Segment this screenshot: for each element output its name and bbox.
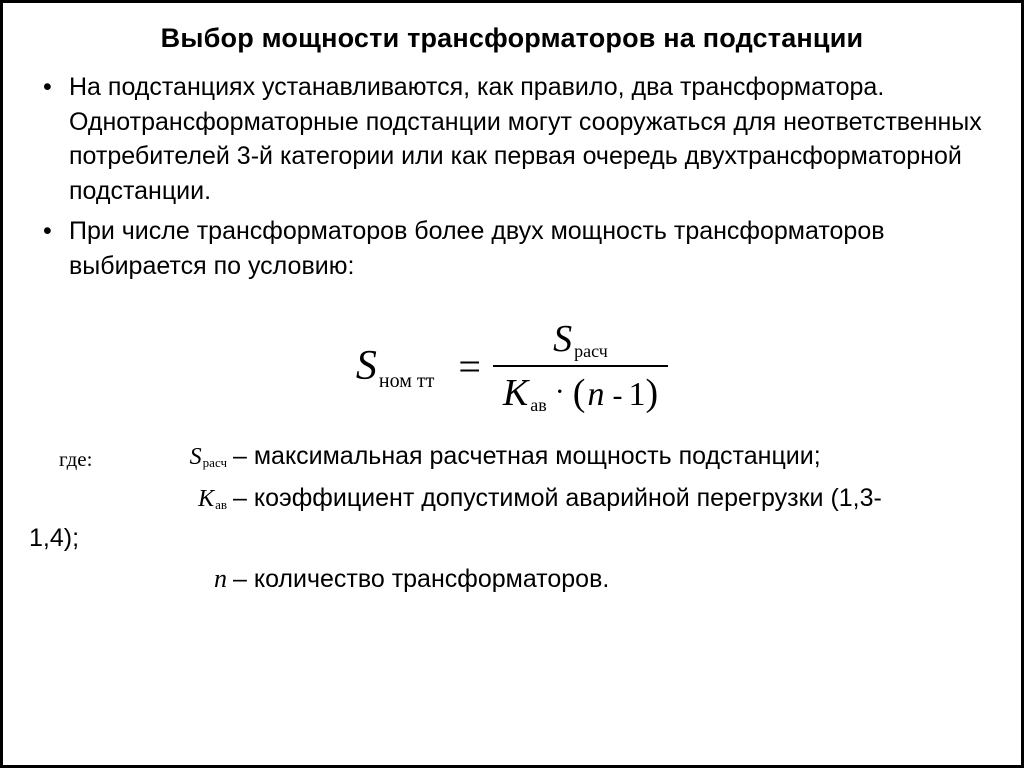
definition-wrap-tail: 1,4); — [29, 519, 1007, 558]
equals-sign: = — [458, 343, 481, 390]
definition-row-k: Kав – коэффициент допустимой аварийной п… — [17, 479, 1007, 519]
symbol-n: n — [214, 564, 227, 593]
where-label: где: — [59, 443, 92, 476]
subscript-av: ав — [530, 395, 547, 416]
symbol-S: S — [553, 317, 572, 361]
definition-symbol: n — [17, 559, 233, 600]
multiply-dot: · — [555, 375, 565, 409]
definition-symbol: Kав — [17, 480, 233, 519]
definition-row-n: n – количество трансформаторов. — [17, 559, 1007, 600]
slide-frame: Выбор мощности трансформаторов на подста… — [0, 0, 1024, 768]
bullet-list: На подстанциях устанавливаются, как прав… — [17, 70, 1007, 283]
subscript-av: ав — [215, 497, 227, 512]
definition-row-s: Sрасч – максимальная расчетная мощность … — [17, 437, 1007, 477]
numerator: S расч — [543, 317, 618, 361]
subscript-rasch: расч — [203, 455, 227, 470]
symbol-n: n — [587, 376, 604, 414]
where-block: где: Sрасч – максимальная расчетная мощн… — [17, 437, 1007, 600]
formula: S ном тт = S расч K ав · ( n - 1 ) — [356, 317, 668, 415]
bullet-item: На подстанциях устанавливаются, как прав… — [69, 70, 993, 208]
denominator: K ав · ( n - 1 ) — [493, 371, 668, 415]
definition-text: – количество трансформаторов. — [233, 560, 1007, 599]
definition-text: – коэффициент допустимой аварийной перег… — [233, 479, 1007, 518]
definition-text: – максимальная расчетная мощность подста… — [233, 437, 1007, 476]
paren-close: ) — [645, 371, 658, 415]
fraction-bar — [493, 365, 668, 367]
subscript-nom-tt: ном тт — [379, 370, 434, 393]
formula-lhs: S ном тт — [356, 342, 434, 390]
symbol-S: S — [190, 444, 202, 470]
slide-title: Выбор мощности трансформаторов на подста… — [17, 23, 1007, 54]
symbol-K: K — [198, 486, 214, 512]
symbol-K: K — [503, 371, 528, 415]
symbol-S: S — [356, 342, 377, 390]
paren-open: ( — [573, 371, 586, 415]
bullet-item: При числе трансформаторов более двух мощ… — [69, 214, 993, 283]
subscript-rasch: расч — [574, 341, 608, 362]
minus-sign: - — [612, 379, 622, 413]
number-one: 1 — [628, 376, 645, 414]
formula-container: S ном тт = S расч K ав · ( n - 1 ) — [17, 317, 1007, 415]
definition-symbol: Sрасч — [17, 438, 233, 477]
fraction: S расч K ав · ( n - 1 ) — [493, 317, 668, 415]
